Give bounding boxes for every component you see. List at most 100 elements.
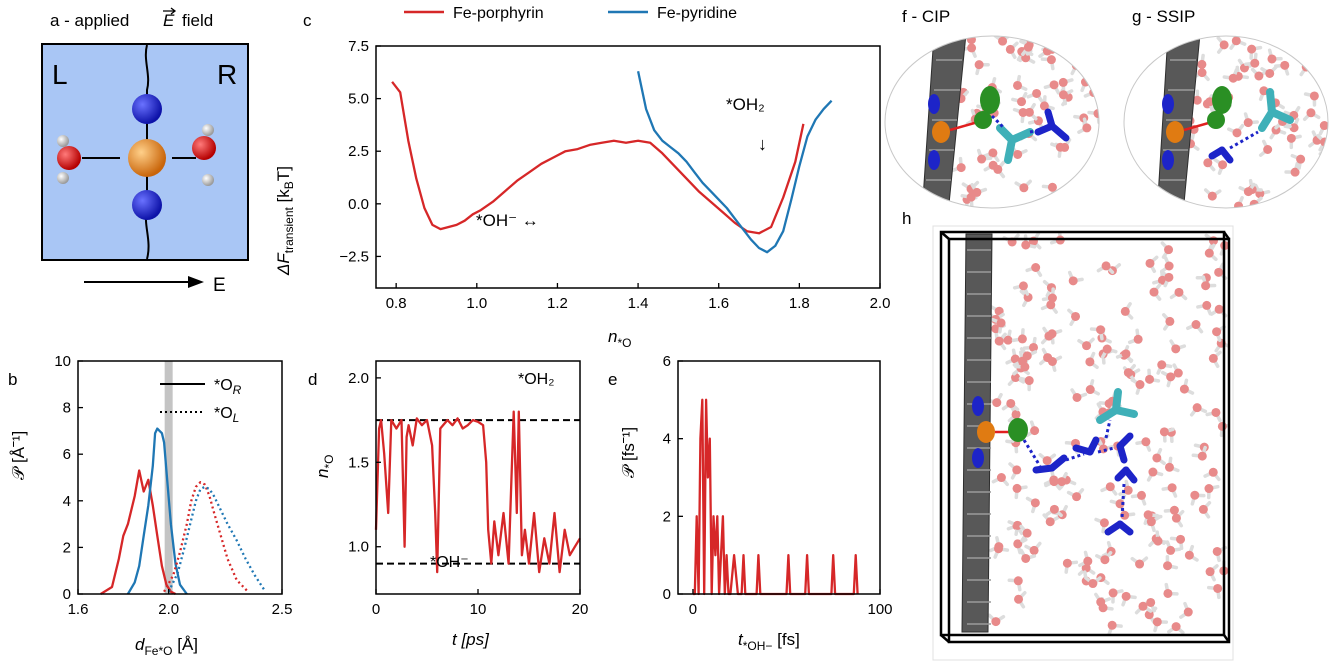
y-tick-label: 2 <box>63 539 71 556</box>
water-molecule <box>970 183 988 197</box>
legend-label-or: *OR <box>214 377 242 397</box>
panel-c-ylabel: ΔFtransient [kBT] <box>274 166 296 276</box>
simulation-box-frame <box>939 230 1231 644</box>
panel-b: b 1.6 2.0 2.5 0 2 4 6 8 10 *OR *OL 𝒫 [Å⁻¹] dFe*O… <box>8 353 292 658</box>
water-molecule <box>1039 347 1053 366</box>
panel-e: e 0 100 0 2 4 6 𝒫 [fs⁻¹] t*OH− [fs] <box>608 353 893 653</box>
x-tick-label: 1.6 <box>708 295 729 312</box>
water-molecule <box>1269 125 1287 140</box>
panel-d-label: d <box>308 370 317 389</box>
water-molecule <box>991 473 1010 487</box>
water-molecule <box>1077 337 1095 351</box>
water-molecule <box>1025 420 1040 438</box>
water-molecule <box>1089 325 1106 341</box>
water-molecule <box>1021 234 1037 250</box>
water-molecule <box>1208 350 1222 369</box>
vector-arrow-icon <box>163 7 177 15</box>
water-molecule <box>1005 348 1020 365</box>
water-molecule <box>1018 376 1034 392</box>
water-molecule <box>974 60 990 76</box>
water-molecule <box>1205 407 1222 423</box>
water-molecule <box>1091 188 1099 207</box>
panel-f-label: f - CIP <box>902 7 950 26</box>
water-molecule <box>993 160 1006 179</box>
series-line-fe-pyridine <box>636 71 833 254</box>
water-molecule <box>1205 564 1219 582</box>
panel-d-xlabel: t [ps] <box>452 630 490 649</box>
water-molecule <box>1026 88 1044 103</box>
water-molecule <box>986 392 1003 408</box>
iron-atom <box>128 139 166 177</box>
annotation-down-arrow: ↓ <box>758 134 767 154</box>
water-molecule <box>1146 467 1164 482</box>
panel-a-right-label: R <box>217 59 237 90</box>
water-molecule <box>1014 591 1027 609</box>
water-molecule <box>982 148 1000 163</box>
water-molecule <box>1121 591 1137 607</box>
water-molecule <box>1039 95 1055 111</box>
panel-a: a - applied E field L R E <box>41 7 249 296</box>
axes-frame <box>677 360 881 595</box>
water-molecule <box>1066 488 1085 502</box>
hydrogen-atom <box>57 172 69 184</box>
x-tick-label: 1.2 <box>547 295 568 312</box>
y-tick-label: 1.5 <box>348 454 369 471</box>
water-molecule <box>1267 48 1283 64</box>
hydrogen-atom <box>202 174 214 186</box>
nitrogen-atom-bottom <box>132 190 162 220</box>
panel-a-field-symbol: E <box>163 11 175 30</box>
water-molecule <box>1164 456 1180 473</box>
water-molecule <box>1305 191 1319 208</box>
water-molecule <box>1011 91 1028 107</box>
water-molecule <box>1191 445 1207 461</box>
water-molecule <box>1260 65 1278 78</box>
panel-b-xlabel: dFe*O [Å] <box>135 635 198 658</box>
svg-text:ΔFtransient [kBT]: ΔFtransient [kBT] <box>274 166 296 276</box>
series-line-e-0 <box>693 398 859 596</box>
series-line-b-1 <box>126 427 188 595</box>
water-molecule <box>1203 188 1222 201</box>
water-molecule <box>976 148 993 164</box>
water-molecule <box>1303 91 1319 107</box>
water-molecule <box>1145 368 1161 384</box>
water-molecule <box>1019 289 1033 308</box>
water-molecule <box>1222 68 1239 83</box>
water-molecule <box>1042 513 1060 527</box>
series-line-d-0 <box>374 410 581 574</box>
x-tick-label: 2.0 <box>870 295 891 312</box>
water-molecule <box>1286 133 1302 150</box>
x-tick-label: 0 <box>689 601 697 618</box>
water-molecule <box>1040 55 1056 71</box>
water-molecule <box>1206 583 1223 600</box>
panel-c-xlabel: n*O <box>608 327 631 350</box>
water-molecule <box>1247 44 1263 60</box>
water-molecule <box>1169 339 1187 354</box>
water-molecule <box>1201 275 1217 291</box>
water-molecule <box>1100 344 1118 359</box>
y-tick-label: 6 <box>663 353 671 370</box>
water-molecule <box>1167 622 1185 635</box>
water-molecule <box>1204 484 1220 500</box>
panel-g: g - SSIP <box>1123 7 1329 209</box>
water-molecule <box>1171 509 1185 528</box>
water-molecule <box>1318 121 1328 136</box>
water-molecule <box>1149 283 1162 301</box>
water-molecule <box>1108 588 1124 604</box>
water-molecule <box>1012 281 1030 296</box>
water-molecule <box>994 332 1007 351</box>
water-molecule <box>1186 320 1204 334</box>
water-molecule <box>1213 158 1228 175</box>
water-molecule <box>1160 270 1174 288</box>
legend-label-ol: *OL <box>214 405 239 425</box>
water-molecule <box>1011 328 1027 344</box>
water-molecule <box>1209 304 1228 318</box>
water-molecule <box>1077 563 1096 576</box>
water-molecule <box>1058 77 1074 94</box>
water-molecule <box>1162 313 1175 331</box>
water-molecule <box>1212 325 1226 342</box>
water-molecule <box>1179 601 1193 619</box>
panel-e-xlabel: t*OH− [fs] <box>738 630 800 653</box>
water-molecule <box>1041 182 1057 198</box>
shaded-band <box>164 361 173 594</box>
water-molecule <box>1146 515 1161 533</box>
